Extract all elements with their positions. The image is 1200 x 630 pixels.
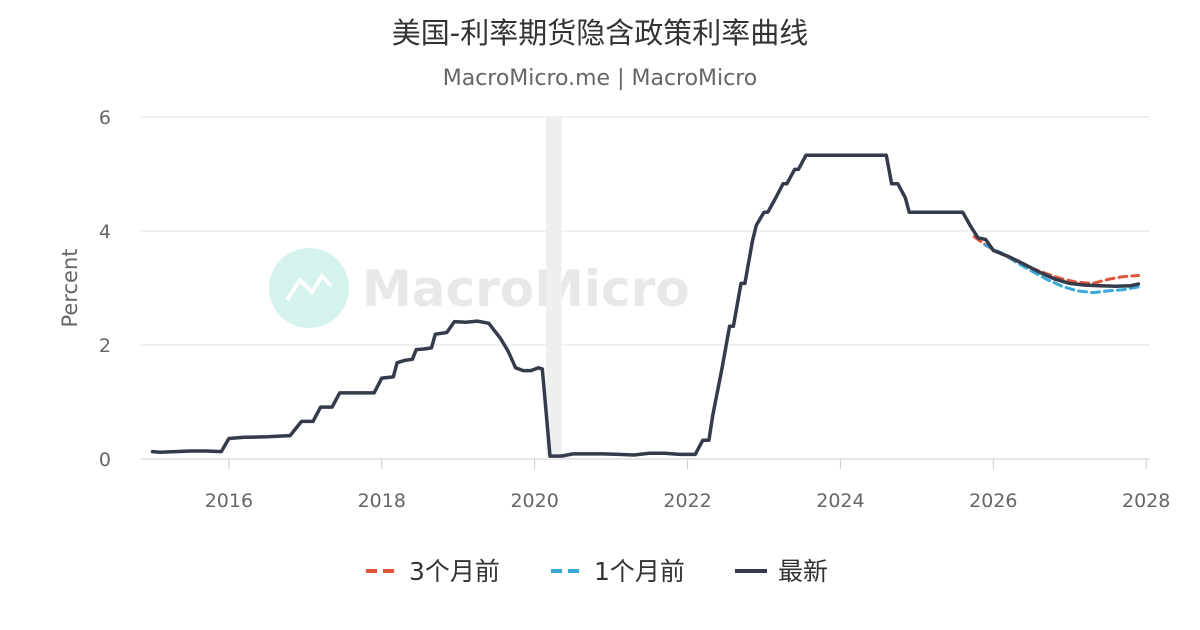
grid [141, 116, 1150, 460]
x-tick-label: 2026 [969, 490, 1017, 512]
watermark: MacroMicro [269, 248, 690, 328]
series-line [150, 153, 1141, 458]
y-tick-label: 4 [99, 221, 111, 243]
recession-band [546, 117, 562, 459]
y-tick-label: 0 [99, 449, 111, 471]
legend: 3个月前 1个月前 最新 [366, 557, 828, 586]
y-axis-label: Percent [58, 248, 82, 327]
legend-label: 最新 [778, 557, 828, 586]
chart-title: 美国-利率期货隐含政策利率曲线 [392, 16, 808, 50]
x-tick-label: 2022 [663, 490, 711, 512]
series-line [972, 235, 1140, 285]
x-axis: 2016 2018 2020 2022 2024 2026 2028 [205, 459, 1170, 512]
y-tick-label: 2 [99, 335, 111, 357]
y-axis: 0 2 4 6 [99, 107, 111, 471]
x-tick-label: 2018 [358, 490, 406, 512]
recession-band-rect [546, 117, 562, 459]
series-group [150, 153, 1141, 458]
x-tick-label: 2028 [1122, 490, 1170, 512]
x-tick-label: 2024 [816, 490, 864, 512]
x-tick-label: 2016 [205, 490, 253, 512]
x-tick-label: 2020 [510, 490, 558, 512]
legend-label: 3个月前 [409, 557, 500, 586]
legend-label: 1个月前 [594, 557, 685, 586]
y-tick-label: 6 [99, 107, 111, 129]
chart-subtitle: MacroMicro.me | MacroMicro [443, 66, 758, 91]
watermark-text: MacroMicro [362, 260, 690, 318]
watermark-logo-line [285, 272, 333, 302]
